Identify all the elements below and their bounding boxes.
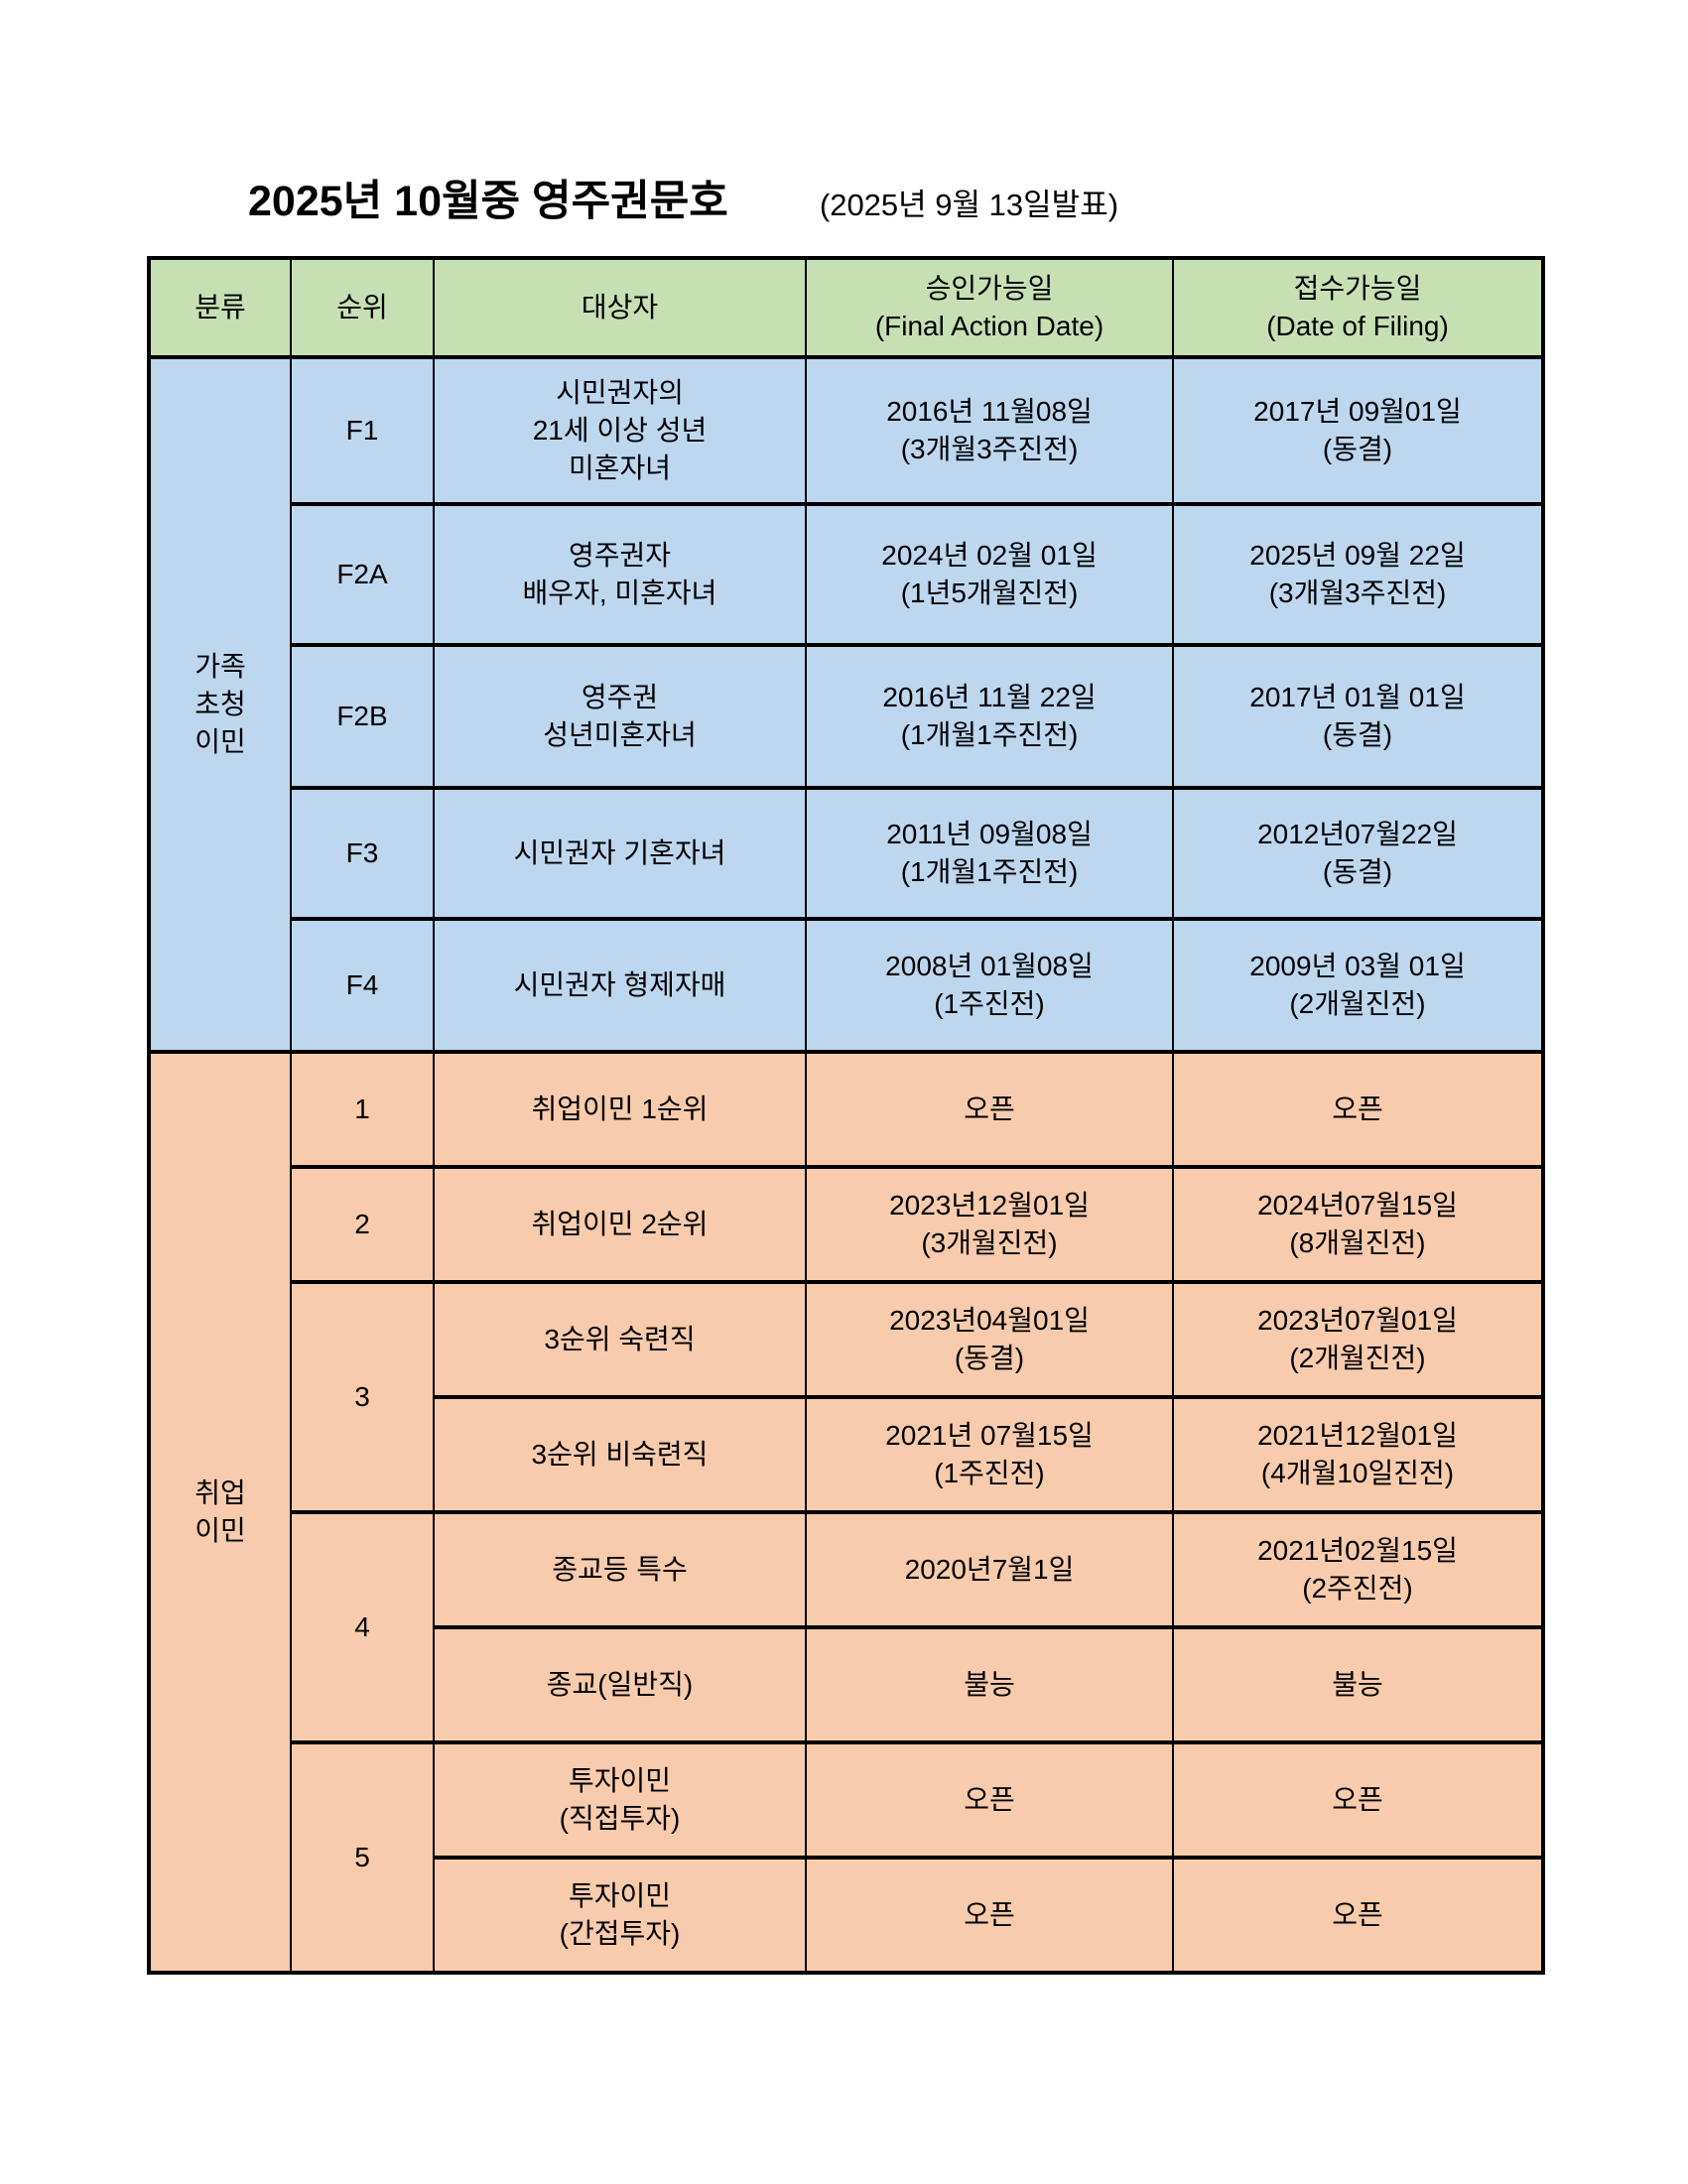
table-row-eb5-direct: 5 투자이민 (직접투자) 오픈 오픈 [149, 1740, 1544, 1975]
target-cell: 시민권자 기혼자녀 [433, 786, 807, 921]
target-cell: 시민권자의 21세 이상 성년 미혼자녀 [433, 355, 807, 506]
filing-cell: 2021년12월01일 (4개월10일진전) [1172, 1395, 1544, 1514]
target-cell: 영주권 성년미혼자녀 [433, 643, 807, 790]
filing-cell: 2025년 09월 22일 (3개월3주진전) [1172, 502, 1544, 647]
publish-date: (2025년 9월 13일발표) [819, 188, 1119, 222]
table-row-eb3-skilled: 3 3순위 숙련직 2023년04월01일 (동결) 2023년07월01일 (… [149, 1280, 1544, 1514]
rank-cell: F2A [290, 502, 435, 647]
final-action-cell: 2008년 01월08일 (1주진전) [805, 917, 1174, 1054]
filing-cell: 2009년 03월 01일 (2개월진전) [1172, 917, 1544, 1054]
col-header-final-action: 승인가능일 (Final Action Date) [805, 256, 1174, 359]
filing-cell: 오픈 [1172, 1740, 1544, 1860]
final-action-cell: 오픈 [805, 1856, 1174, 1975]
final-action-cell: 2021년 07월15일 (1주진전) [805, 1395, 1174, 1514]
table-row-eb3-unskilled: 3순위 비숙련직 2021년 07월15일 (1주진전) 2021년12월01일… [149, 1395, 1544, 1514]
category-employment-cell: 취업 이민 [148, 1050, 292, 1975]
col-header-filing: 접수가능일 (Date of Filing) [1172, 256, 1544, 359]
filing-cell: 오픈 [1172, 1856, 1544, 1975]
filing-cell: 2012년07월22일 (동결) [1172, 786, 1544, 921]
filing-cell: 2024년07월15일 (8개월진전) [1172, 1165, 1544, 1284]
final-action-cell: 2023년12월01일 (3개월진전) [805, 1165, 1174, 1284]
target-cell: 투자이민 (간접투자) [433, 1856, 807, 1975]
rank-cell: 3 [290, 1280, 435, 1514]
final-action-cell: 불능 [805, 1625, 1174, 1744]
col-header-target: 대상자 [433, 256, 807, 359]
target-cell: 영주권자 배우자, 미혼자녀 [433, 502, 807, 647]
target-cell: 취업이민 1순위 [433, 1050, 807, 1169]
final-action-cell: 2020년7월1일 [805, 1510, 1174, 1629]
target-cell: 시민권자 형제자매 [433, 917, 807, 1054]
final-action-cell: 2016년 11월08일 (3개월3주진전) [805, 355, 1174, 506]
target-cell: 종교(일반직) [433, 1625, 807, 1744]
table-row-f3: F3 시민권자 기혼자녀 2011년 09월08일 (1개월1주진전) 2012… [149, 786, 1544, 921]
visa-bulletin-table: 분류 순위 대상자 승인가능일 (Final Action Date) 접수가능… [147, 256, 1545, 1975]
rank-cell: 1 [290, 1050, 435, 1169]
target-cell: 종교등 특수 [433, 1510, 807, 1629]
final-action-cell: 2023년04월01일 (동결) [805, 1280, 1174, 1399]
category-family-cell: 가족 초청 이민 [148, 355, 292, 1054]
filing-cell: 2021년02월15일 (2주진전) [1172, 1510, 1544, 1629]
table-row-f1: 가족 초청 이민 F1 시민권자의 21세 이상 성년 미혼자녀 2016년 1… [148, 355, 1544, 1054]
filing-cell: 2017년 09월01일 (동결) [1172, 355, 1544, 506]
final-action-cell: 2024년 02월 01일 (1년5개월진전) [805, 502, 1174, 647]
header-row: 분류 순위 대상자 승인가능일 (Final Action Date) 접수가능… [148, 256, 1544, 359]
table-row-eb5-indirect: 투자이민 (간접투자) 오픈 오픈 [149, 1856, 1544, 1975]
target-cell: 취업이민 2순위 [433, 1165, 807, 1284]
table-row-f2a: F2A 영주권자 배우자, 미혼자녀 2024년 02월 01일 (1년5개월진… [149, 502, 1544, 647]
target-cell: 3순위 숙련직 [433, 1280, 807, 1399]
rank-cell: 4 [290, 1510, 435, 1744]
rank-cell: F2B [290, 643, 435, 790]
target-cell: 3순위 비숙련직 [433, 1395, 807, 1514]
rank-cell: 5 [290, 1740, 435, 1975]
final-action-cell: 2016년 11월 22일 (1개월1주진전) [805, 643, 1174, 790]
final-action-cell: 2011년 09월08일 (1개월1주진전) [805, 786, 1174, 921]
table-row-f2b: F2B 영주권 성년미혼자녀 2016년 11월 22일 (1개월1주진전) 2… [149, 643, 1544, 790]
page-title: 2025년 10월중 영주권문호 [248, 178, 728, 225]
rank-cell: F4 [290, 917, 435, 1054]
final-action-cell: 오픈 [805, 1740, 1174, 1860]
final-action-cell: 오픈 [805, 1050, 1174, 1169]
col-header-rank: 순위 [290, 256, 435, 359]
table-row-eb4-religious: 종교(일반직) 불능 불능 [149, 1625, 1544, 1744]
table-row-f4: F4 시민권자 형제자매 2008년 01월08일 (1주진전) 2009년 0… [149, 917, 1544, 1054]
table-row-eb2: 2 취업이민 2순위 2023년12월01일 (3개월진전) 2024년07월1… [149, 1165, 1544, 1284]
rank-cell: F3 [290, 786, 435, 921]
col-header-category: 분류 [148, 256, 292, 359]
document-header: 2025년 10월중 영주권문호 (2025년 9월 13일발표) [248, 167, 1118, 228]
rank-cell: 2 [290, 1165, 435, 1284]
table-row-eb1: 취업 이민 1 취업이민 1순위 오픈 오픈 [148, 1050, 1544, 1975]
filing-cell: 오픈 [1172, 1050, 1544, 1169]
rank-cell: F1 [290, 355, 435, 506]
filing-cell: 불능 [1172, 1625, 1544, 1744]
filing-cell: 2023년07월01일 (2개월진전) [1172, 1280, 1544, 1399]
target-cell: 투자이민 (직접투자) [433, 1740, 807, 1860]
table-row-eb4-special: 4 종교등 특수 2020년7월1일 2021년02월15일 (2주진전) [149, 1510, 1544, 1744]
filing-cell: 2017년 01월 01일 (동결) [1172, 643, 1544, 790]
